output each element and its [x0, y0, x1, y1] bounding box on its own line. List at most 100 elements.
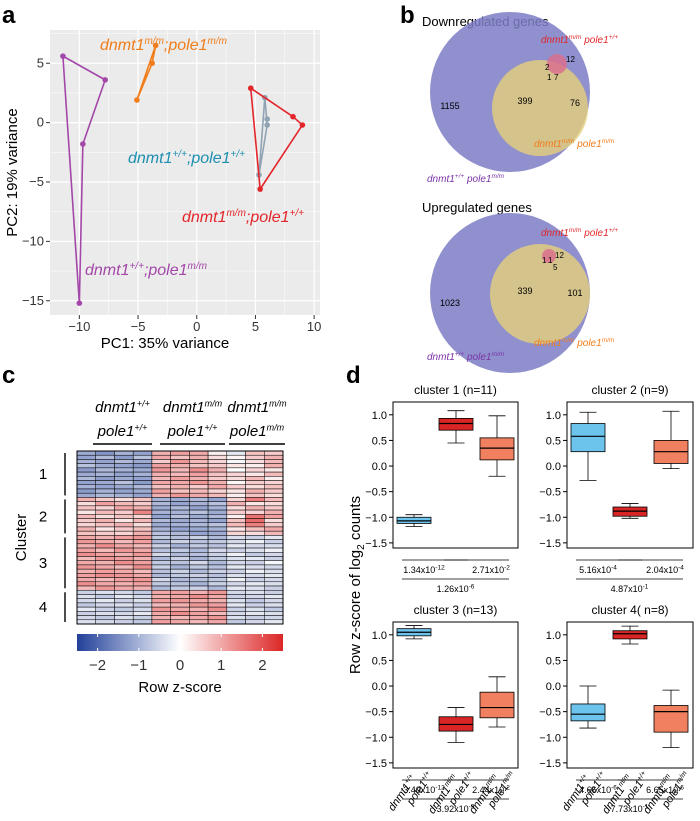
heatmap-cell [207, 594, 228, 599]
heatmap-cell [76, 535, 96, 540]
subscript: 2 [356, 544, 367, 550]
heatmap-cell [189, 492, 209, 498]
superscript: +/+ [403, 773, 415, 785]
venn-set-label-yellow: dnmt1m/m pole1m/m [534, 138, 615, 150]
pca-x-tick-label: 5 [252, 319, 259, 334]
heatmap-cell [226, 577, 246, 583]
heatmap-cell [114, 602, 134, 608]
box [479, 691, 515, 719]
heatmap-cell [264, 505, 284, 511]
heatmap-cell [207, 509, 228, 515]
superscript: m/m [208, 36, 227, 47]
heatmap-cell [264, 615, 284, 621]
heatmap-cell [170, 619, 190, 625]
heatmap-cell [207, 459, 228, 464]
text-span: pole1 [464, 174, 491, 185]
heatmap-cell [207, 602, 228, 608]
heatmap-cell [245, 476, 265, 481]
heatmap-cell [207, 560, 228, 566]
heatmap-cell [170, 467, 190, 473]
heatmap-cell [264, 539, 284, 545]
heatmap-cell [189, 526, 209, 532]
heatmap-cell [132, 564, 153, 570]
heatmap-cell [95, 509, 115, 515]
boxplot-y-tick-label: 1.0 [372, 630, 387, 642]
pca-group-hull [258, 96, 268, 176]
heatmap-cell [151, 522, 171, 528]
heatmap-cell [95, 492, 115, 498]
heatmap-cell [114, 585, 134, 591]
heatmap-cell [95, 539, 115, 545]
heatmap-cell [151, 547, 171, 553]
superscript: -12 [435, 785, 445, 792]
heatmap-cell [151, 602, 171, 608]
heatmap-cell [207, 568, 228, 574]
heatmap-cell [95, 467, 115, 473]
heatmap-cell [189, 522, 209, 528]
heatmap-cell [151, 492, 171, 498]
heatmap-cell [151, 514, 171, 519]
pca-point [102, 77, 108, 83]
text-span: 5.16x10 [579, 565, 611, 575]
heatmap-cell [189, 535, 209, 540]
heatmap-cell [114, 463, 134, 469]
heatmap-cell [132, 619, 153, 625]
heatmap-cell [189, 560, 209, 566]
heatmap-column-label: pole1+/+ [167, 422, 218, 440]
cluster-label: 2 [39, 508, 47, 525]
text-span: 2.71x10 [472, 565, 504, 575]
venn-count: 101 [567, 288, 582, 298]
superscript: +/+ [137, 398, 150, 408]
heatmap-cell [132, 501, 153, 507]
heatmap-cell [95, 526, 115, 532]
heatmap-cell [226, 606, 246, 612]
pca-point [264, 122, 270, 128]
heatmap-cell [207, 501, 228, 507]
venn-set-label-purple: dnmt1+/+ pole1m/m [427, 173, 505, 185]
venn-count: 399 [517, 96, 532, 106]
superscript: +/+ [204, 422, 217, 432]
heatmap-cell [170, 480, 190, 486]
boxplot-y-tick-label: 0.0 [372, 461, 387, 473]
heatmap-cell [207, 535, 228, 540]
text-span: 7.73x10 [611, 804, 643, 814]
heatmap-cell [226, 497, 246, 502]
heatmap-cell [226, 484, 246, 490]
text-span: dnmt1 [534, 338, 562, 349]
pvalue-label: 4.66x10-6 [579, 785, 617, 795]
heatmap-cell [170, 560, 190, 566]
text-span: ;pole1 [246, 209, 290, 226]
heatmap-cell [151, 476, 171, 481]
heatmap-cell [226, 454, 246, 460]
heatmap-cell [264, 589, 284, 595]
heatmap-cell [264, 518, 284, 523]
heatmap-cell [189, 501, 209, 507]
heatmap-cell [132, 598, 153, 604]
panel-letter-d: d [346, 362, 361, 389]
heatmap-cell [207, 606, 228, 612]
boxplot-y-tick-label: 0.0 [372, 681, 387, 693]
heatmap-cell [114, 514, 134, 519]
heatmap-cell [207, 454, 228, 460]
heatmap-cell [245, 585, 265, 591]
heatmap-cell [245, 454, 265, 460]
legend-tick-label: 0 [176, 657, 184, 674]
boxplot-y-tick-label: −1.0 [539, 512, 561, 524]
pca-x-tick-label: 0 [193, 319, 200, 334]
pca-y-tick-label: −10 [22, 233, 44, 248]
heatmap-cell [95, 594, 115, 599]
panel-letter-b: b [400, 2, 415, 29]
heatmap-cell [114, 615, 134, 621]
heatmap-cell [245, 594, 265, 599]
heatmap-cell [114, 509, 134, 515]
heatmap-cell [76, 615, 96, 621]
heatmap-cell [170, 509, 190, 515]
heatmap-cell [114, 526, 134, 532]
heatmap-cell [114, 606, 134, 612]
heatmap-cell [264, 501, 284, 507]
heatmap-cell [170, 450, 190, 456]
heatmap-cell [226, 522, 246, 528]
heatmap-cell [76, 488, 96, 494]
venn-count: 12 [566, 55, 575, 64]
boxplot-y-tick-label: 1.0 [546, 630, 561, 642]
